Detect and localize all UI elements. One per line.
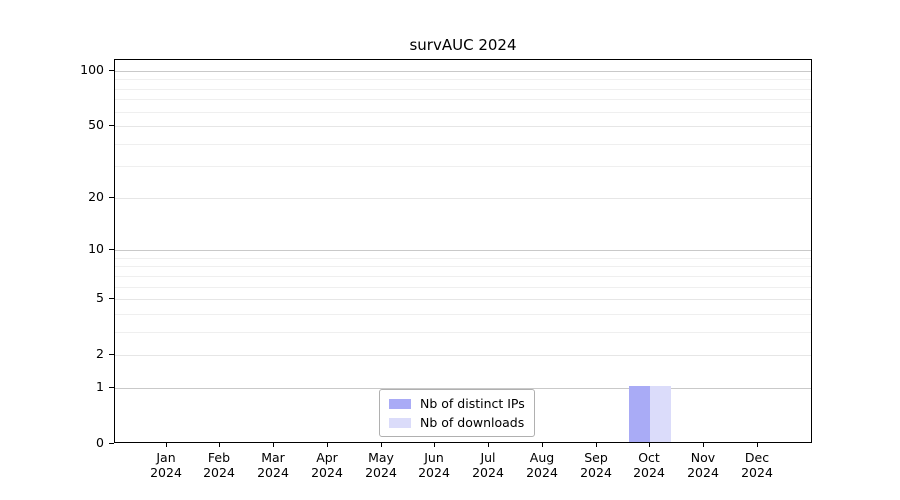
x-tick-label-7: Aug 2024 [526, 450, 558, 480]
x-tick-label-1: Feb 2024 [203, 450, 235, 480]
gridline-y-3 [115, 332, 811, 333]
y-tick-label-2: 2 [96, 346, 104, 361]
y-tick-label-0: 0 [96, 435, 104, 450]
x-tick-10 [703, 443, 704, 447]
x-tick-4 [381, 443, 382, 447]
x-tick-label-10: Nov 2024 [687, 450, 719, 480]
gridline-y-70 [115, 99, 811, 100]
y-tick-label-1: 1 [96, 379, 104, 394]
gridline-y-20 [115, 198, 811, 199]
gridline-y-9 [115, 258, 811, 259]
x-tick-label-5: Jun 2024 [418, 450, 450, 480]
x-tick-label-6: Jul 2024 [472, 450, 504, 480]
gridline-y-8 [115, 266, 811, 267]
y-tick-10 [109, 249, 114, 250]
x-tick-label-2: Mar 2024 [257, 450, 289, 480]
gridline-y-7 [115, 276, 811, 277]
bar-distinct-ips-9 [629, 386, 650, 442]
x-tick-label-9: Oct 2024 [633, 450, 665, 480]
gridline-y-40 [115, 144, 811, 145]
gridline-y-60 [115, 112, 811, 113]
bar-downloads-9 [650, 386, 671, 442]
y-tick-5 [109, 298, 114, 299]
y-tick-label-50: 50 [88, 117, 104, 132]
gridline-y-80 [115, 89, 811, 90]
legend-entry-downloads: Nb of downloads [389, 415, 525, 430]
gridline-y-100 [115, 71, 811, 72]
x-tick-6 [488, 443, 489, 447]
x-tick-label-11: Dec 2024 [741, 450, 773, 480]
gridline-y-30 [115, 166, 811, 167]
y-tick-2 [109, 354, 114, 355]
x-tick-label-4: May 2024 [365, 450, 397, 480]
x-tick-3 [327, 443, 328, 447]
gridline-y-50 [115, 126, 811, 127]
y-tick-label-20: 20 [88, 189, 104, 204]
gridline-y-2 [115, 355, 811, 356]
y-tick-label-5: 5 [96, 290, 104, 305]
x-tick-7 [542, 443, 543, 447]
x-tick-label-3: Apr 2024 [311, 450, 343, 480]
legend-entry-distinct-ips: Nb of distinct IPs [389, 396, 525, 411]
legend-swatch-downloads [389, 417, 411, 428]
x-tick-5 [434, 443, 435, 447]
x-tick-11 [757, 443, 758, 447]
legend-label-distinct-ips: Nb of distinct IPs [420, 396, 525, 411]
plot-area: Nb of distinct IPs Nb of downloads [114, 59, 812, 443]
x-tick-0 [166, 443, 167, 447]
gridline-y-1 [115, 388, 811, 389]
y-tick-1 [109, 387, 114, 388]
x-tick-label-8: Sep 2024 [580, 450, 612, 480]
gridline-y-5 [115, 299, 811, 300]
chart-title: survAUC 2024 [409, 36, 517, 54]
gridline-y-6 [115, 287, 811, 288]
y-tick-label-100: 100 [80, 62, 104, 77]
legend-swatch-distinct-ips [389, 398, 411, 409]
legend-label-downloads: Nb of downloads [420, 415, 525, 430]
gridline-y-10 [115, 250, 811, 251]
x-tick-1 [219, 443, 220, 447]
x-tick-9 [649, 443, 650, 447]
y-tick-0 [109, 443, 114, 444]
gridline-y-90 [115, 79, 811, 80]
x-tick-8 [596, 443, 597, 447]
y-tick-100 [109, 70, 114, 71]
y-tick-20 [109, 197, 114, 198]
y-tick-label-10: 10 [88, 241, 104, 256]
y-tick-50 [109, 125, 114, 126]
x-tick-2 [273, 443, 274, 447]
gridline-y-4 [115, 314, 811, 315]
legend: Nb of distinct IPs Nb of downloads [379, 389, 535, 437]
x-tick-label-0: Jan 2024 [150, 450, 182, 480]
